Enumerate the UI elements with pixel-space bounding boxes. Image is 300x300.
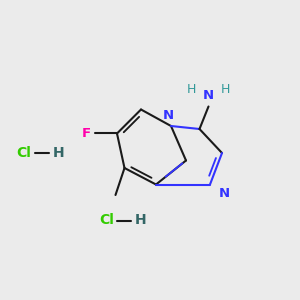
Text: N: N — [163, 109, 174, 122]
Text: F: F — [82, 127, 91, 140]
Text: H: H — [220, 83, 230, 96]
Text: N: N — [219, 187, 230, 200]
Text: H: H — [187, 83, 196, 96]
Text: Cl: Cl — [99, 214, 114, 227]
Text: N: N — [203, 89, 214, 102]
Text: H: H — [135, 214, 147, 227]
Text: Cl: Cl — [16, 146, 32, 160]
Text: H: H — [52, 146, 64, 160]
